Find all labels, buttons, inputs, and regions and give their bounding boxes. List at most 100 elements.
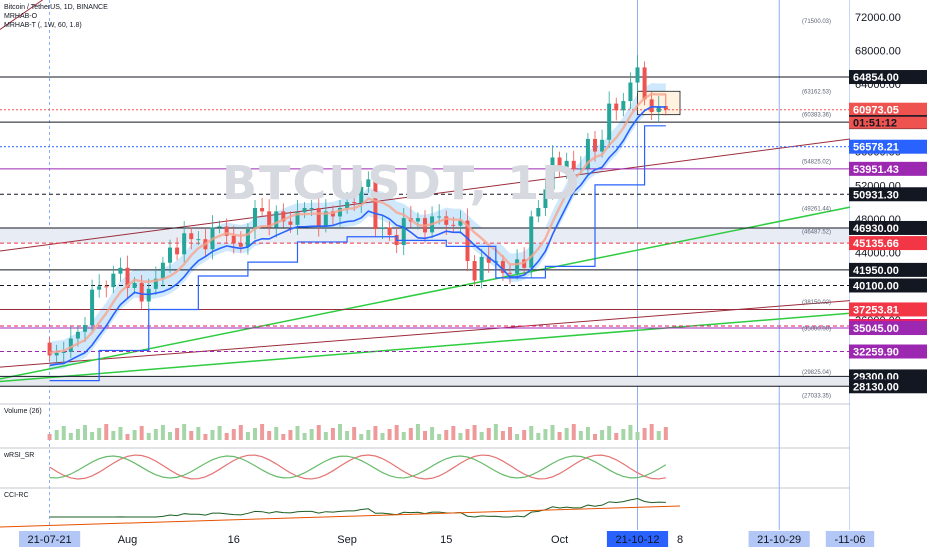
candle-body <box>238 243 243 247</box>
price-tag-label: 40100.00 <box>853 280 899 292</box>
candle-body <box>593 138 597 152</box>
price-tag-bg <box>849 321 927 336</box>
time-axis: 21-07-21 Aug 16 Sep 15 Oct 21-10-12 8 21-10-29 -1… <box>0 530 932 550</box>
volume-bar <box>493 424 498 440</box>
volume-bar <box>302 433 307 440</box>
candle-body <box>253 208 257 230</box>
small-level-label: (71500.03) <box>802 19 831 25</box>
candle-body <box>153 278 158 289</box>
volume-bar <box>267 431 272 440</box>
price-tag: 64854.00 <box>849 70 927 85</box>
volume-bar <box>649 424 654 440</box>
candle-body <box>359 186 364 203</box>
candle-body <box>139 282 144 302</box>
candle-body <box>585 138 590 169</box>
volume-bar <box>146 433 151 440</box>
candle-body <box>437 216 442 218</box>
volume-bar <box>366 430 371 440</box>
volume-bar <box>529 426 534 440</box>
weekly-step-line <box>49 125 666 382</box>
candle-body <box>132 282 137 288</box>
candle-body <box>267 211 272 228</box>
volume-bar <box>543 429 548 440</box>
candle-body <box>224 226 229 236</box>
volume-bar <box>111 431 116 440</box>
candle-body <box>281 211 286 222</box>
volume-bar <box>663 427 668 440</box>
volume-bar <box>642 428 647 440</box>
candle-body <box>309 208 314 209</box>
volume-bar <box>550 425 555 440</box>
candle-body <box>387 227 392 235</box>
small-level-label: (27033.35) <box>802 394 831 400</box>
price-tag-label: 45135.66 <box>853 238 899 250</box>
zone-28130-29300 <box>0 376 850 387</box>
moving-average-line <box>49 105 666 367</box>
symbol-title[interactable]: Bitcoin / TetherUS, 1D, BINANCE <box>4 4 108 11</box>
volume-bar <box>245 432 250 440</box>
volume-bar <box>338 424 342 440</box>
price-tag: 50931.30 <box>849 187 927 202</box>
volume-bar <box>210 430 215 440</box>
volume-bar <box>90 432 95 440</box>
cci-line <box>49 498 666 518</box>
candle-body <box>500 261 505 273</box>
volume-bar <box>168 432 172 440</box>
volume-bar <box>394 425 399 440</box>
candle-body <box>366 179 371 187</box>
volume-bar <box>401 432 406 440</box>
volume-bar <box>437 434 442 440</box>
price-tag: 35045.00 <box>849 321 927 336</box>
candle-body <box>550 157 555 190</box>
candle-body <box>536 208 541 217</box>
volume-bar <box>621 429 626 440</box>
price-tag-bg <box>849 187 927 202</box>
moving-average-layer <box>49 92 666 382</box>
volume-bar <box>600 430 605 440</box>
volume-bar <box>564 428 569 440</box>
volume-bar <box>224 433 229 440</box>
candle-body <box>295 212 300 225</box>
volume-bar <box>444 430 449 440</box>
indicator-label-2[interactable]: MRHAB-T (, 1W, 60, 1.8) <box>4 22 82 29</box>
candle-body <box>97 286 102 290</box>
price-tag-label: 41950.00 <box>853 265 899 277</box>
volume-bar <box>635 432 640 440</box>
volume-bar <box>585 427 590 440</box>
candle-body <box>621 101 626 111</box>
candle-body <box>628 82 633 102</box>
indicator-label-1[interactable]: MRHAB-O <box>4 13 38 20</box>
volume-bar <box>430 427 435 440</box>
candle-body <box>245 229 250 247</box>
horizontal-levels-layer: (71500.03) (63162.53) (60383.36) (54825.02)… <box>0 19 850 400</box>
volume-bar <box>536 433 541 440</box>
price-tick-label: 72000.00 <box>855 12 901 24</box>
volume-bar <box>274 427 279 440</box>
candle-body <box>75 331 80 339</box>
volume-bar <box>578 431 583 440</box>
small-level-label: (35000.00) <box>802 326 831 332</box>
volume-bar <box>54 430 59 440</box>
price-tag-label: 50931.30 <box>853 189 899 201</box>
time-tick-label: -11-06 <box>835 534 866 546</box>
long-trendline <box>0 300 851 368</box>
volume-bar <box>557 432 562 440</box>
candle-body <box>90 289 95 326</box>
candle-body <box>104 286 109 288</box>
price-tick-label: 68000.00 <box>855 46 901 58</box>
volume-bar <box>607 426 612 440</box>
price-tag-label: 56578.21 <box>853 142 899 154</box>
volume-bar <box>415 424 420 440</box>
volume-bar <box>281 434 286 440</box>
candle-body <box>600 139 605 152</box>
price-tag-label: 28130.00 <box>853 381 899 393</box>
time-tick-label: 21-10-29 <box>757 534 801 546</box>
candle-body <box>345 202 350 208</box>
candle-body <box>61 352 66 353</box>
price-tag-bg <box>849 302 927 317</box>
candle-body <box>543 189 548 208</box>
candle-body <box>118 267 123 274</box>
price-tag-bg <box>849 236 927 251</box>
price-tag: 37253.81 <box>849 302 927 317</box>
